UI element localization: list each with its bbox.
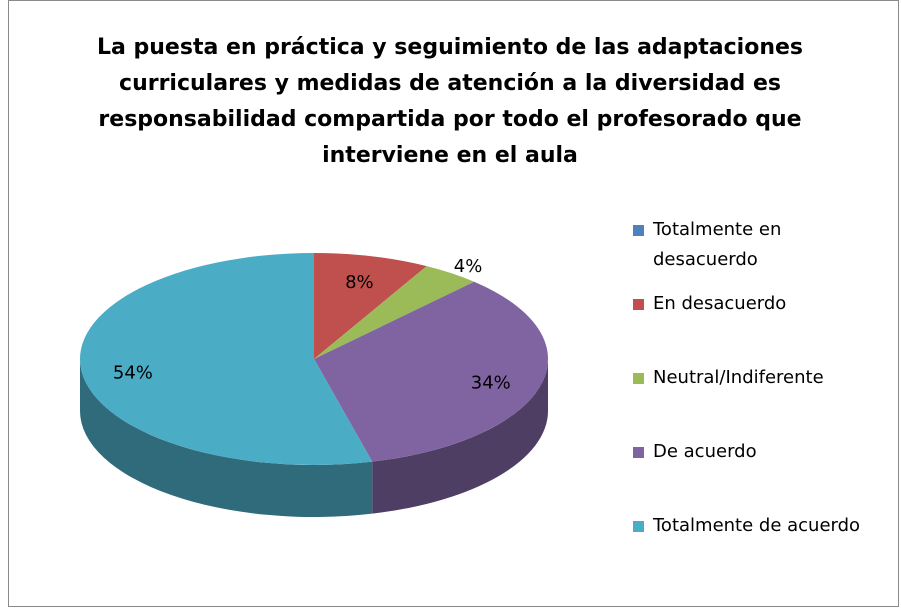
slice-side xyxy=(372,359,548,514)
legend-swatch xyxy=(633,225,644,236)
data-label: 34% xyxy=(471,373,511,394)
data-label: 54% xyxy=(113,362,153,383)
legend-item: En desacuerdo xyxy=(633,289,893,363)
legend-swatch xyxy=(633,299,644,310)
legend-swatch xyxy=(633,521,644,532)
legend-label: En desacuerdo xyxy=(653,293,787,314)
data-label: 4% xyxy=(454,256,483,277)
legend-swatch xyxy=(633,447,644,458)
legend-item: Totalmente de acuerdo xyxy=(633,511,893,585)
legend-swatch xyxy=(633,373,644,384)
legend-label: Neutral/Indiferente xyxy=(653,367,824,388)
legend-item: De acuerdo xyxy=(633,437,893,511)
data-label: 8% xyxy=(345,272,374,293)
legend-label: Totalmente de acuerdo xyxy=(653,515,861,536)
chart-title: La puesta en práctica y seguimiento de l… xyxy=(97,35,803,168)
slice-side xyxy=(80,359,373,517)
chart-frame xyxy=(8,0,899,607)
slice xyxy=(314,281,548,462)
slice xyxy=(314,253,427,359)
slice xyxy=(314,266,475,359)
legend-item: Totalmente en desacuerdo xyxy=(633,215,893,289)
legend-label: De acuerdo xyxy=(653,441,757,462)
slice xyxy=(80,253,373,465)
legend-label: Totalmente en desacuerdo xyxy=(653,219,782,270)
legend: Totalmente en desacuerdo En desacuerdo Neu… xyxy=(633,215,893,585)
legend-item: Neutral/Indiferente xyxy=(633,363,893,437)
